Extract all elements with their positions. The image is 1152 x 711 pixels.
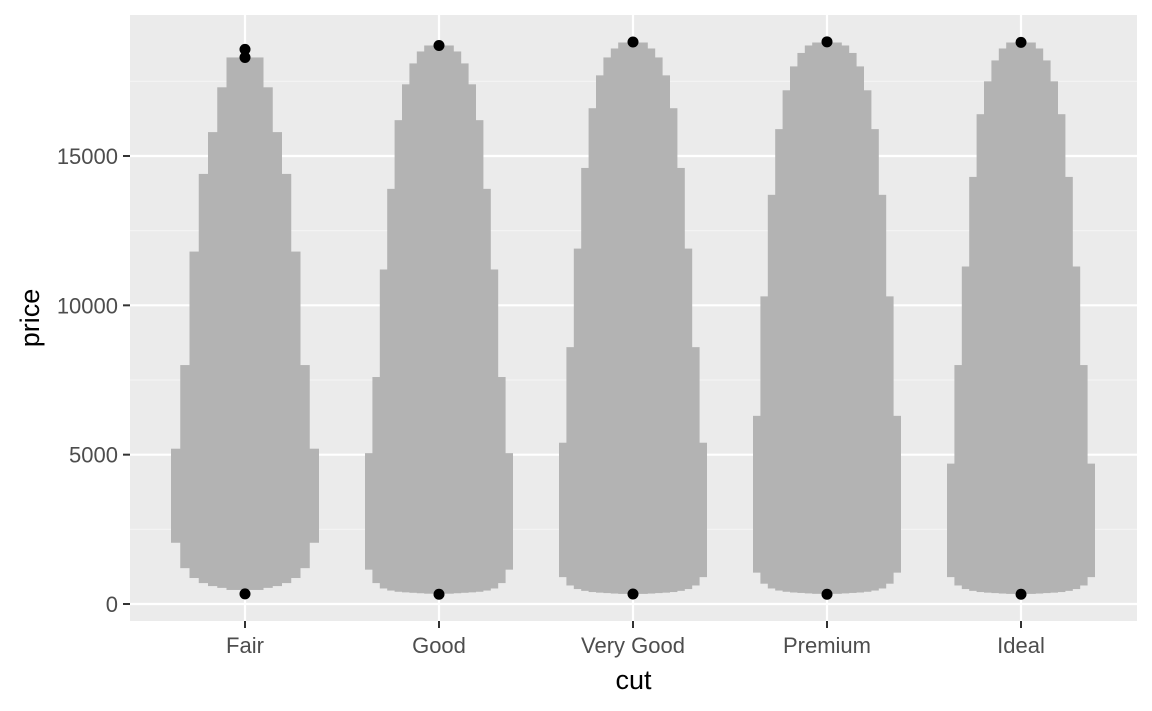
lv-box: [618, 42, 648, 594]
y-axis-title: price: [15, 289, 45, 348]
outlier-point: [239, 588, 251, 600]
lv-group-fair: [171, 57, 319, 590]
outlier-point: [627, 588, 639, 600]
outlier-points: [239, 36, 1027, 600]
x-tick-label: Very Good: [581, 633, 685, 658]
x-tick-label: Fair: [226, 633, 264, 658]
x-tick-label: Premium: [783, 633, 871, 658]
letter-value-boxes: [171, 42, 1095, 594]
lv-group-very-good: [559, 42, 707, 594]
outlier-point: [239, 43, 251, 55]
lv-group-premium: [753, 42, 901, 594]
y-axis: 0 5000 10000 15000: [57, 144, 130, 617]
y-tick-label: 5000: [69, 443, 118, 468]
outlier-point: [821, 36, 833, 48]
lv-box: [226, 57, 264, 590]
lv-group-good: [365, 45, 513, 594]
outlier-point: [821, 588, 833, 600]
y-tick-label: 15000: [57, 144, 118, 169]
outlier-point: [1015, 588, 1027, 600]
outlier-point: [433, 588, 445, 600]
y-tick-label: 10000: [57, 293, 118, 318]
y-tick-label: 0: [106, 592, 118, 617]
x-tick-label: Ideal: [997, 633, 1045, 658]
x-axis: Fair Good Very Good Premium Ideal: [226, 621, 1045, 658]
outlier-point: [1015, 36, 1027, 48]
x-tick-label: Good: [412, 633, 466, 658]
x-axis-title: cut: [615, 665, 652, 695]
lv-box: [812, 42, 842, 594]
outlier-point: [239, 51, 251, 63]
outlier-point: [433, 39, 445, 51]
lv-box: [1006, 42, 1036, 594]
outlier-point: [627, 36, 639, 48]
lv-box: [424, 45, 454, 594]
lv-group-ideal: [947, 42, 1095, 594]
